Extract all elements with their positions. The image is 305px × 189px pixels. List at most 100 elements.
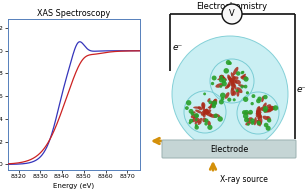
Ellipse shape: [258, 112, 262, 117]
Text: Electrode: Electrode: [210, 145, 248, 153]
Ellipse shape: [236, 89, 239, 97]
Circle shape: [189, 119, 193, 123]
Ellipse shape: [191, 111, 196, 114]
Ellipse shape: [205, 110, 210, 115]
Circle shape: [243, 77, 249, 82]
X-axis label: Energy (eV): Energy (eV): [53, 182, 95, 189]
Circle shape: [264, 123, 268, 127]
Ellipse shape: [256, 112, 262, 118]
Circle shape: [219, 99, 224, 105]
Circle shape: [251, 121, 254, 125]
Ellipse shape: [227, 81, 231, 88]
Circle shape: [241, 71, 244, 74]
Circle shape: [220, 93, 226, 98]
Circle shape: [224, 68, 229, 74]
Text: Electrochemistry: Electrochemistry: [196, 2, 267, 11]
Circle shape: [195, 125, 199, 130]
Ellipse shape: [224, 92, 229, 99]
Text: e⁻: e⁻: [173, 43, 183, 51]
Circle shape: [250, 118, 255, 123]
Ellipse shape: [257, 120, 262, 125]
Ellipse shape: [201, 110, 206, 116]
Circle shape: [227, 98, 231, 102]
Circle shape: [246, 91, 249, 94]
Ellipse shape: [209, 114, 217, 118]
Ellipse shape: [192, 116, 198, 122]
Circle shape: [217, 116, 223, 122]
Ellipse shape: [258, 115, 262, 124]
Ellipse shape: [231, 86, 234, 91]
Circle shape: [219, 85, 222, 88]
Ellipse shape: [217, 77, 225, 80]
Circle shape: [185, 106, 189, 110]
Circle shape: [251, 94, 255, 98]
Ellipse shape: [233, 83, 236, 90]
Circle shape: [243, 113, 248, 119]
Ellipse shape: [213, 99, 216, 104]
Circle shape: [244, 110, 249, 115]
Circle shape: [267, 118, 271, 123]
Circle shape: [220, 75, 223, 78]
FancyBboxPatch shape: [162, 140, 296, 158]
Circle shape: [263, 106, 268, 111]
Ellipse shape: [204, 111, 213, 117]
Circle shape: [266, 126, 271, 131]
Circle shape: [212, 102, 215, 106]
Circle shape: [188, 109, 193, 114]
Ellipse shape: [203, 109, 208, 113]
Ellipse shape: [202, 102, 205, 108]
Circle shape: [204, 119, 209, 123]
Circle shape: [188, 122, 191, 124]
Ellipse shape: [231, 76, 236, 83]
Ellipse shape: [234, 76, 239, 80]
Circle shape: [256, 98, 261, 103]
Ellipse shape: [195, 109, 202, 114]
Circle shape: [240, 85, 244, 88]
Ellipse shape: [242, 74, 246, 78]
Ellipse shape: [209, 101, 213, 109]
Ellipse shape: [246, 117, 253, 122]
Ellipse shape: [227, 74, 232, 82]
Circle shape: [211, 104, 216, 108]
Ellipse shape: [208, 106, 212, 108]
Circle shape: [235, 89, 239, 92]
Circle shape: [214, 114, 218, 118]
Circle shape: [243, 97, 248, 102]
Ellipse shape: [198, 121, 202, 125]
Ellipse shape: [202, 118, 206, 122]
Text: V: V: [229, 9, 235, 19]
Circle shape: [236, 71, 240, 76]
Ellipse shape: [230, 80, 235, 88]
Ellipse shape: [243, 112, 252, 115]
Ellipse shape: [207, 121, 211, 126]
Ellipse shape: [220, 75, 224, 79]
Circle shape: [244, 117, 249, 122]
Circle shape: [212, 76, 217, 81]
Ellipse shape: [193, 106, 201, 109]
Ellipse shape: [225, 84, 231, 89]
Circle shape: [221, 97, 224, 101]
Circle shape: [248, 110, 253, 115]
Ellipse shape: [259, 107, 263, 112]
Ellipse shape: [258, 106, 261, 111]
Circle shape: [207, 125, 213, 130]
Circle shape: [208, 100, 212, 104]
Ellipse shape: [262, 102, 267, 111]
Ellipse shape: [256, 109, 260, 114]
Ellipse shape: [207, 98, 210, 102]
Ellipse shape: [267, 116, 271, 120]
Circle shape: [263, 95, 268, 99]
Ellipse shape: [223, 77, 227, 81]
Circle shape: [191, 112, 195, 116]
Ellipse shape: [267, 104, 271, 108]
Ellipse shape: [203, 109, 207, 116]
Circle shape: [172, 36, 288, 152]
Circle shape: [194, 113, 199, 118]
Circle shape: [219, 78, 224, 83]
Circle shape: [222, 4, 242, 24]
Ellipse shape: [254, 117, 257, 125]
Ellipse shape: [206, 109, 211, 114]
Ellipse shape: [211, 99, 217, 107]
Ellipse shape: [232, 91, 236, 96]
Title: XAS Spectroscopy: XAS Spectroscopy: [37, 9, 111, 18]
